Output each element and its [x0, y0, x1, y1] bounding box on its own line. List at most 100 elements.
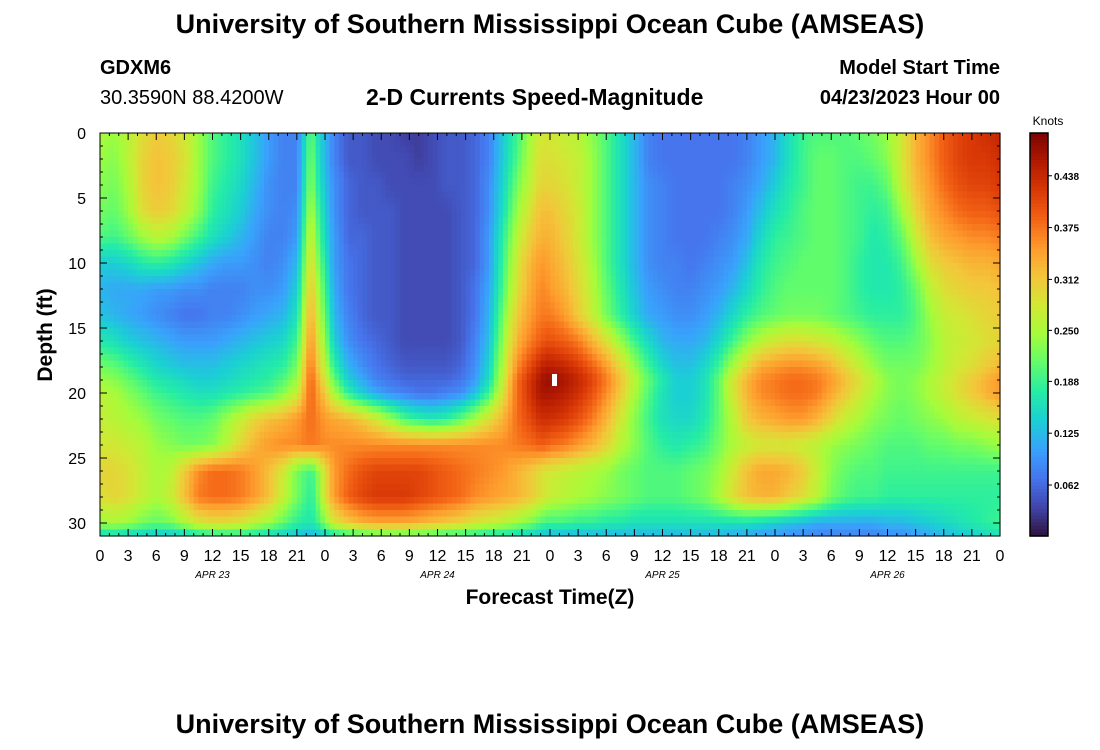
heatmap-cell — [667, 263, 673, 271]
heatmap-cell — [653, 289, 659, 297]
heatmap-cell — [460, 159, 467, 167]
heatmap-cell — [700, 178, 706, 186]
heatmap-cell — [742, 204, 748, 212]
heatmap-cell — [625, 237, 631, 245]
heatmap-cell — [784, 159, 790, 167]
heatmap-cell — [732, 269, 739, 277]
heatmap-cell — [235, 263, 242, 271]
heatmap-cell — [395, 256, 401, 264]
heatmap-cell — [775, 230, 781, 238]
heatmap-cell — [142, 146, 148, 154]
heatmap-cell — [493, 198, 500, 206]
heatmap-cell — [231, 217, 237, 225]
heatmap-cell — [939, 250, 945, 258]
heatmap-cell — [250, 172, 256, 180]
heatmap-cell — [259, 133, 265, 141]
heatmap-cell — [817, 133, 823, 141]
heatmap-cell — [512, 289, 518, 297]
heatmap-cell — [395, 146, 401, 154]
heatmap-cell — [625, 295, 631, 303]
heatmap-cell — [840, 146, 846, 154]
heatmap-cell — [315, 230, 321, 238]
heatmap-cell — [610, 295, 617, 303]
heatmap-cell — [334, 152, 340, 160]
heatmap-cell — [896, 133, 903, 141]
heatmap-cell — [493, 256, 500, 264]
heatmap-cell — [887, 133, 893, 141]
heatmap-cell — [442, 276, 448, 284]
heatmap-cell — [287, 237, 293, 245]
heatmap-cell — [718, 146, 725, 154]
heatmap-cell — [104, 263, 110, 271]
heatmap-cell — [887, 276, 893, 284]
heatmap-cell — [282, 243, 289, 251]
heatmap-cell — [718, 165, 725, 173]
heatmap-cell — [629, 172, 635, 180]
heatmap-cell — [751, 152, 757, 160]
heatmap-cell — [245, 159, 251, 167]
heatmap-cell — [676, 282, 682, 290]
heatmap-cell — [971, 152, 978, 160]
heatmap-cell — [329, 152, 335, 160]
heatmap-cell — [831, 198, 837, 206]
heatmap-cell — [807, 139, 814, 147]
heatmap-cell — [264, 178, 270, 186]
heatmap-cell — [779, 243, 785, 251]
heatmap-cell — [864, 204, 870, 212]
heatmap-cell — [568, 165, 575, 173]
heatmap-cell — [203, 165, 209, 173]
heatmap-cell — [592, 133, 598, 141]
heatmap-cell — [592, 172, 598, 180]
heatmap-cell — [882, 159, 889, 167]
heatmap-cell — [198, 165, 204, 173]
heatmap-cell — [868, 139, 875, 147]
heatmap-cell — [976, 139, 982, 147]
heatmap-cell — [742, 295, 748, 303]
heatmap-cell — [634, 243, 640, 251]
heatmap-cell — [643, 191, 650, 199]
heatmap-cell — [245, 191, 251, 199]
heatmap-cell — [353, 230, 359, 238]
heatmap-cell — [479, 191, 485, 199]
heatmap-cell — [329, 295, 335, 303]
heatmap-cell — [728, 191, 734, 199]
heatmap-cell — [390, 243, 396, 251]
heatmap-cell — [517, 224, 523, 232]
heatmap-cell — [915, 185, 921, 193]
heatmap-cell — [995, 139, 1001, 147]
heatmap-cell — [906, 172, 912, 180]
heatmap-cell — [376, 289, 382, 297]
heatmap-cell — [385, 224, 392, 232]
heatmap-cell — [803, 276, 809, 284]
heatmap-cell — [695, 269, 701, 277]
heatmap-cell — [531, 230, 537, 238]
heatmap-cell — [437, 152, 443, 160]
heatmap-cell — [634, 224, 640, 232]
heatmap-cell — [756, 250, 762, 258]
heatmap-cell — [221, 211, 228, 219]
heatmap-cell — [732, 217, 739, 225]
heatmap-cell — [489, 289, 495, 297]
heatmap-cell — [606, 178, 612, 186]
heatmap-cell — [934, 178, 940, 186]
heatmap-cell — [915, 146, 921, 154]
heatmap-cell — [353, 204, 359, 212]
current-speed-heatmap-chart: 0 3 6 9 12 15 18 21 0 3 6 9 12 15 18 21 0 3 6 9 12 15 18 21 0 3 6 9… — [34, 114, 1079, 609]
heatmap-cell — [165, 250, 171, 258]
heatmap-cell — [910, 282, 917, 290]
heatmap-cell — [596, 263, 603, 271]
heatmap-cell — [878, 269, 884, 277]
heatmap-cell — [667, 204, 673, 212]
heatmap-cell — [559, 230, 565, 238]
heatmap-cell — [165, 289, 171, 297]
heatmap-cell — [531, 237, 537, 245]
heatmap-cell — [746, 152, 753, 160]
heatmap-cell — [953, 295, 959, 303]
heatmap-cell — [793, 204, 800, 212]
heatmap-cell — [296, 191, 303, 199]
heatmap-cell — [479, 165, 485, 173]
heatmap-cell — [489, 295, 495, 303]
heatmap-cell — [859, 198, 865, 206]
heatmap-cell — [582, 165, 589, 173]
heatmap-cell — [329, 224, 335, 232]
